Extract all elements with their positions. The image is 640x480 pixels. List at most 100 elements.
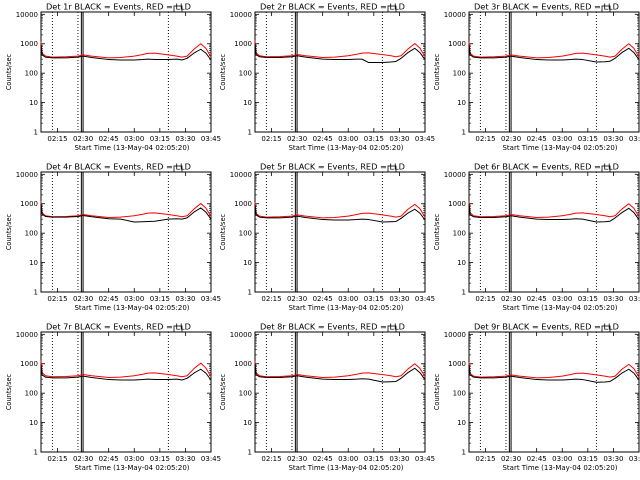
detector-panel: Det 6r BLACK = Events, RED = LLD 1 10 100 10… — [433, 162, 640, 313]
y-tick-label: 100 — [25, 70, 38, 78]
x-tick-label: 02:15 — [47, 455, 67, 463]
y-tick-label: 1 — [462, 449, 466, 457]
x-tick-label: 03:45 — [629, 135, 640, 143]
y-tick-label: 1 — [34, 449, 38, 457]
x-axis-title: Start Time (13-May-04 02:05:20) — [74, 464, 189, 472]
plot-frame — [40, 331, 212, 453]
x-tick-label: 03:00 — [124, 295, 144, 303]
y-tick-label: 10000 — [16, 11, 38, 19]
x-tick-label: 02:30 — [287, 295, 307, 303]
flag-box-marker — [601, 165, 611, 173]
x-tick-label: 02:30 — [287, 135, 307, 143]
detector-panel: Det 8r BLACK = Events, RED = LLD 1 10 100 10… — [219, 322, 435, 473]
y-axis-title: Counts/sec — [5, 53, 13, 90]
y-tick-label: 100 — [453, 70, 466, 78]
x-tick-label: 03:45 — [629, 295, 640, 303]
x-tick-label: 03:30 — [603, 295, 623, 303]
x-axis-title: Start Time (13-May-04 02:05:20) — [288, 144, 403, 152]
lld-series-line — [40, 360, 212, 379]
x-tick-label: 03:30 — [175, 135, 195, 143]
plot-frame — [254, 331, 426, 453]
lld-series-line — [254, 40, 426, 59]
y-tick-label: 1000 — [20, 360, 38, 368]
flag-box-marker — [387, 5, 397, 13]
x-tick-label: 02:15 — [475, 455, 495, 463]
x-axis-title: Start Time (13-May-04 02:05:20) — [74, 144, 189, 152]
detector-panel: Det 7r BLACK = Events, RED = LLD 1 10 100 10… — [5, 322, 221, 473]
x-tick-label: 02:30 — [73, 135, 93, 143]
x-axis-title: Start Time (13-May-04 02:05:20) — [288, 464, 403, 472]
y-axis-title: Counts/sec — [433, 373, 441, 410]
x-tick-label: 03:15 — [578, 135, 598, 143]
y-tick-label: 1 — [248, 289, 252, 297]
lld-series-line — [40, 200, 212, 219]
x-tick-label: 02:30 — [73, 295, 93, 303]
x-tick-label: 02:15 — [47, 295, 67, 303]
y-tick-label: 100 — [25, 230, 38, 238]
y-tick-label: 10 — [29, 259, 38, 267]
x-tick-label: 03:00 — [124, 135, 144, 143]
panel-title: Det 6r BLACK = Events, RED = LLD — [474, 162, 619, 172]
events-series-line — [254, 43, 426, 64]
plot-frame — [468, 331, 640, 453]
y-tick-label: 1 — [248, 449, 252, 457]
lld-series-line — [254, 360, 426, 379]
x-tick-label: 02:15 — [47, 135, 67, 143]
y-tick-label: 100 — [239, 230, 252, 238]
y-tick-label: 1000 — [448, 200, 466, 208]
x-tick-label: 03:15 — [150, 135, 170, 143]
x-tick-label: 03:15 — [364, 455, 384, 463]
y-axis-title: Counts/sec — [219, 53, 227, 90]
x-tick-label: 03:15 — [150, 295, 170, 303]
y-tick-label: 1000 — [448, 40, 466, 48]
events-series-line — [468, 365, 640, 383]
y-tick-label: 10000 — [16, 171, 38, 179]
x-tick-label: 03:00 — [552, 135, 572, 143]
x-tick-label: 02:30 — [73, 455, 93, 463]
lld-series-line — [468, 361, 640, 379]
y-tick-label: 10000 — [444, 331, 466, 339]
events-series-line — [40, 45, 212, 61]
x-tick-label: 02:45 — [99, 295, 119, 303]
detector-panel: Det 9r BLACK = Events, RED = LLD 1 10 100 10… — [433, 322, 640, 473]
x-tick-label: 03:45 — [201, 135, 221, 143]
lld-series-line — [40, 41, 212, 59]
y-tick-label: 100 — [453, 230, 466, 238]
flag-box-marker — [601, 5, 611, 13]
x-tick-label: 03:45 — [201, 455, 221, 463]
detector-panel: Det 1r BLACK = Events, RED = LLD 1 10 100 10… — [5, 2, 221, 153]
x-tick-label: 03:30 — [603, 135, 623, 143]
y-tick-label: 10 — [457, 259, 466, 267]
y-axis-title: Counts/sec — [219, 213, 227, 250]
x-tick-label: 02:15 — [261, 295, 281, 303]
y-tick-label: 10000 — [444, 11, 466, 19]
x-tick-label: 02:30 — [501, 135, 521, 143]
x-axis-title: Start Time (13-May-04 02:05:20) — [502, 304, 617, 312]
panel-title: Det 7r BLACK = Events, RED = LLD — [46, 322, 191, 332]
x-tick-label: 02:15 — [475, 295, 495, 303]
lld-series-line — [468, 200, 640, 219]
panel-title: Det 4r BLACK = Events, RED = LLD — [46, 162, 191, 172]
detector-panel: Det 4r BLACK = Events, RED = LLD 1 10 100 10… — [5, 162, 221, 313]
x-tick-label: 03:45 — [201, 295, 221, 303]
x-axis-title: Start Time (13-May-04 02:05:20) — [502, 464, 617, 472]
y-axis-title: Counts/sec — [219, 373, 227, 410]
y-tick-label: 1 — [462, 289, 466, 297]
y-tick-label: 1 — [462, 129, 466, 137]
y-tick-label: 1 — [34, 289, 38, 297]
x-tick-label: 03:30 — [175, 455, 195, 463]
x-tick-label: 03:30 — [389, 295, 409, 303]
plot-frame — [254, 171, 426, 293]
y-tick-label: 1 — [34, 129, 38, 137]
detector-panel: Det 2r BLACK = Events, RED = LLD 1 10 100 10… — [219, 2, 435, 153]
plot-frame — [468, 11, 640, 133]
x-tick-label: 03:15 — [578, 455, 598, 463]
x-tick-label: 02:30 — [501, 295, 521, 303]
x-tick-label: 03:30 — [389, 135, 409, 143]
plot-frame — [468, 171, 640, 293]
x-tick-label: 02:45 — [527, 135, 547, 143]
x-tick-label: 03:00 — [124, 455, 144, 463]
y-tick-label: 10 — [243, 419, 252, 427]
events-series-line — [468, 45, 640, 63]
y-axis-title: Counts/sec — [433, 213, 441, 250]
